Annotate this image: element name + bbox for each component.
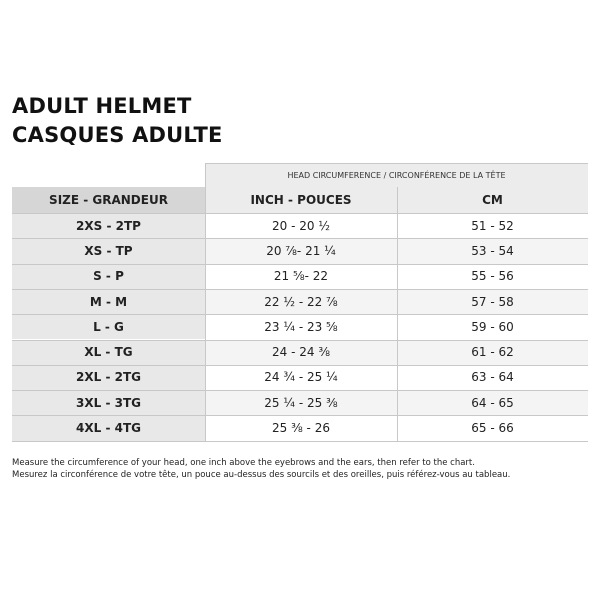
column-header: CM [397, 187, 588, 213]
table-cell: XS - TP [12, 238, 205, 264]
row-divider [12, 213, 588, 214]
row-divider [12, 415, 588, 417]
row-divider [12, 339, 588, 341]
table-cell: 23 ¼ - 23 ⅝ [205, 314, 397, 340]
table-cell: 63 - 64 [397, 364, 588, 391]
row-divider [12, 390, 588, 392]
table-cell: 51 - 52 [397, 213, 588, 239]
table-cell: L - G [12, 314, 205, 340]
row-divider [12, 263, 588, 265]
title: ADULT HELMET [12, 94, 192, 118]
table-cell: 53 - 54 [397, 238, 588, 264]
table-cell: 59 - 60 [397, 314, 588, 340]
row-divider [205, 163, 588, 164]
title: CASQUES ADULTE [12, 123, 223, 147]
table-cell: 64 - 65 [397, 390, 588, 416]
group-header: HEAD CIRCUMFERENCE / CIRCONFÉRENCE DE LA… [205, 163, 588, 187]
table-cell: 22 ½ - 22 ⅞ [205, 288, 397, 315]
table-cell: 2XL - 2TG [12, 364, 205, 391]
table-cell: XL - TG [12, 339, 205, 365]
row-divider [12, 364, 588, 366]
row-divider [12, 238, 588, 240]
row-divider [12, 288, 588, 290]
table-cell: 65 - 66 [397, 415, 588, 441]
table-cell: 25 ¼ - 25 ⅜ [205, 390, 397, 416]
table-cell: 3XL - 3TG [12, 390, 205, 416]
row-divider [12, 440, 588, 442]
table-cell: S - P [12, 263, 205, 289]
table-cell: 24 - 24 ⅜ [205, 339, 397, 365]
table-cell: 20 - 20 ½ [205, 213, 397, 239]
row-divider [12, 314, 588, 316]
table-cell: 2XS - 2TP [12, 213, 205, 239]
column-divider [397, 187, 398, 441]
footnote: Mesurez la circonférence de votre tête, … [12, 470, 511, 480]
column-header: INCH - POUCES [205, 187, 397, 213]
table-cell: 20 ⅞- 21 ¼ [205, 238, 397, 264]
footnote: Measure the circumference of your head, … [12, 458, 475, 468]
table-cell: 24 ¾ - 25 ¼ [205, 364, 397, 391]
column-divider [205, 163, 206, 441]
table-cell: 25 ⅜ - 26 [205, 415, 397, 441]
table-cell: 55 - 56 [397, 263, 588, 289]
table-cell: 61 - 62 [397, 339, 588, 365]
table-cell: M - M [12, 288, 205, 315]
table-cell: 21 ⅝- 22 [205, 263, 397, 289]
column-header: SIZE - GRANDEUR [12, 187, 205, 213]
table-cell: 57 - 58 [397, 288, 588, 315]
table-cell: 4XL - 4TG [12, 415, 205, 441]
